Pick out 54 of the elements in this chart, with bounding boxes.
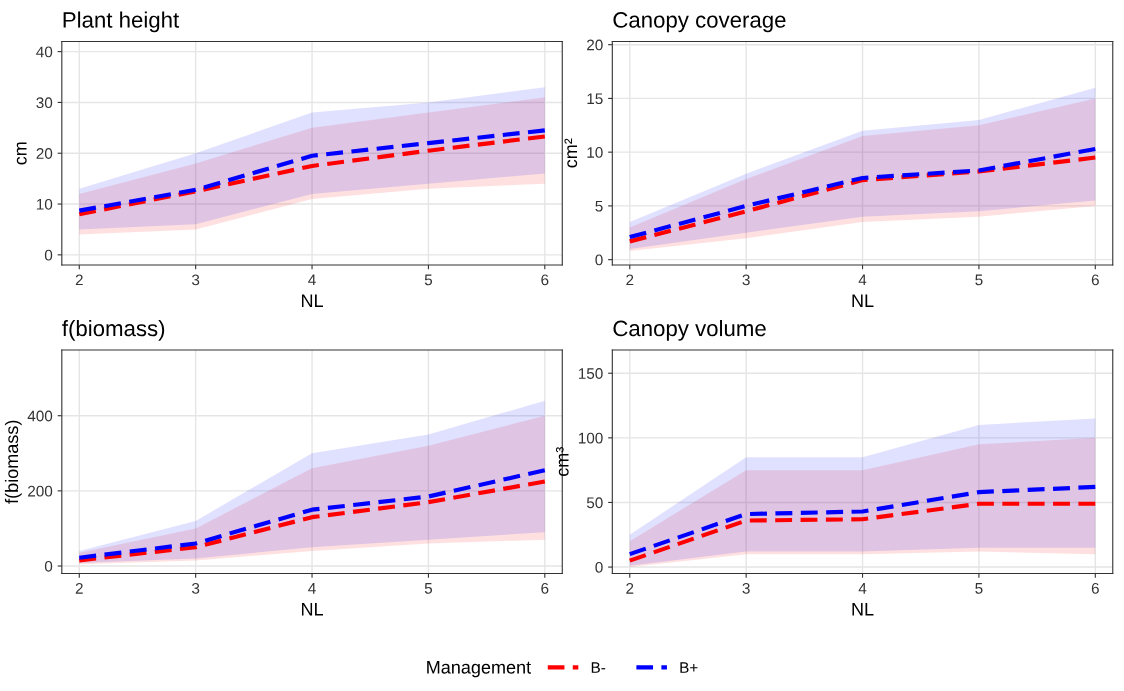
x-tick-label: 4 bbox=[308, 583, 316, 594]
x-tick-label: 6 bbox=[541, 582, 549, 594]
x-tick-label: 4 bbox=[858, 274, 867, 286]
x-tick-label: 6 bbox=[1091, 582, 1099, 594]
x-tick-label: 6 bbox=[541, 274, 549, 286]
y-axis-title: f(biomass) bbox=[4, 420, 22, 504]
x-tick-label: 5 bbox=[424, 274, 433, 286]
x-tick-label: 3 bbox=[192, 582, 200, 594]
legend-title: Management bbox=[427, 661, 531, 678]
y-tick-label: 150 bbox=[578, 368, 603, 379]
y-tick-label: 100 bbox=[578, 432, 603, 444]
chart-title: Plant height bbox=[63, 11, 180, 33]
x-tick-label: 2 bbox=[75, 582, 83, 594]
x-tick-label: 5 bbox=[424, 583, 433, 594]
y-tick-label: 20 bbox=[36, 148, 53, 159]
y-tick-label: 40 bbox=[36, 46, 53, 58]
x-tick-label: 4 bbox=[858, 583, 867, 594]
x-tick-label: 6 bbox=[1091, 274, 1099, 286]
line-series bbox=[627, 484, 1098, 557]
y-tick-label: 10 bbox=[36, 198, 53, 210]
y-axis-title: cm² bbox=[564, 138, 578, 168]
x-tick-label: 2 bbox=[626, 582, 634, 594]
x-tick-label: 4 bbox=[308, 274, 316, 286]
x-axis-title: NL bbox=[852, 294, 874, 307]
chart-title: Canopy coverage bbox=[613, 12, 786, 33]
y-tick-label: 0 bbox=[595, 561, 603, 573]
y-tick-label: 15 bbox=[587, 93, 603, 105]
y-tick-label: 200 bbox=[28, 485, 53, 497]
line-series bbox=[627, 501, 1098, 563]
y-tick-label: 50 bbox=[586, 497, 603, 509]
y-tick-label: 20 bbox=[587, 39, 603, 51]
x-axis-title: NL bbox=[852, 603, 874, 616]
y-tick-label: 30 bbox=[36, 97, 53, 109]
y-tick-label: 0 bbox=[44, 249, 53, 261]
x-axis-title: NL bbox=[301, 294, 323, 307]
y-tick-label: 400 bbox=[27, 410, 53, 422]
x-tick-label: 2 bbox=[75, 274, 83, 286]
x-axis-title: NL bbox=[301, 603, 323, 616]
y-tick-label: 0 bbox=[595, 254, 603, 266]
y-tick-label: 10 bbox=[587, 147, 603, 158]
x-tick-label: 5 bbox=[975, 274, 983, 286]
chart-title: f(biomass) bbox=[62, 319, 165, 341]
y-tick-label: 5 bbox=[595, 200, 603, 212]
x-tick-label: 3 bbox=[742, 274, 750, 286]
legend-label: B- bbox=[591, 662, 606, 673]
y-axis-title: cm bbox=[16, 142, 27, 165]
legend-label: B+ bbox=[680, 662, 698, 673]
x-tick-label: 3 bbox=[742, 582, 750, 594]
x-tick-label: 2 bbox=[626, 274, 634, 286]
chart-title: Canopy volume bbox=[613, 319, 766, 341]
y-tick-label: 0 bbox=[44, 560, 53, 572]
x-tick-label: 3 bbox=[192, 274, 200, 286]
y-axis-title: cm³ bbox=[555, 447, 569, 477]
x-tick-label: 5 bbox=[975, 583, 983, 594]
